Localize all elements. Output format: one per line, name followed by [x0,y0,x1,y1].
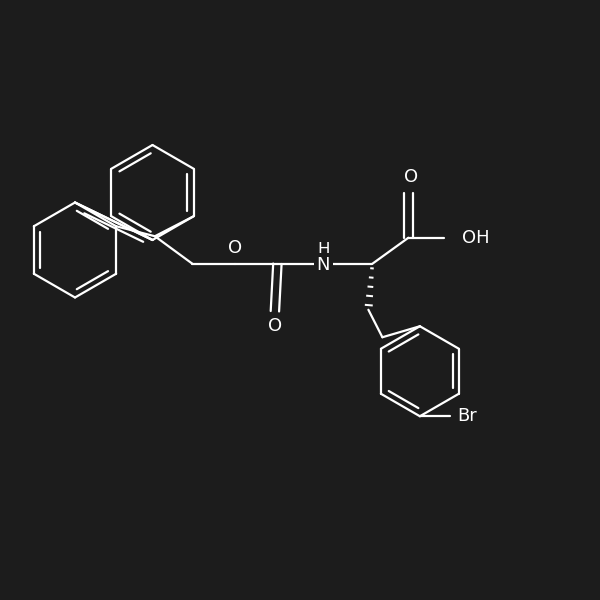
Text: Br: Br [457,407,477,425]
Text: O: O [404,168,418,186]
Text: O: O [228,239,242,257]
Text: OH: OH [462,229,490,247]
Text: N: N [317,256,330,274]
Text: H: H [317,241,329,259]
Text: O: O [268,317,282,335]
